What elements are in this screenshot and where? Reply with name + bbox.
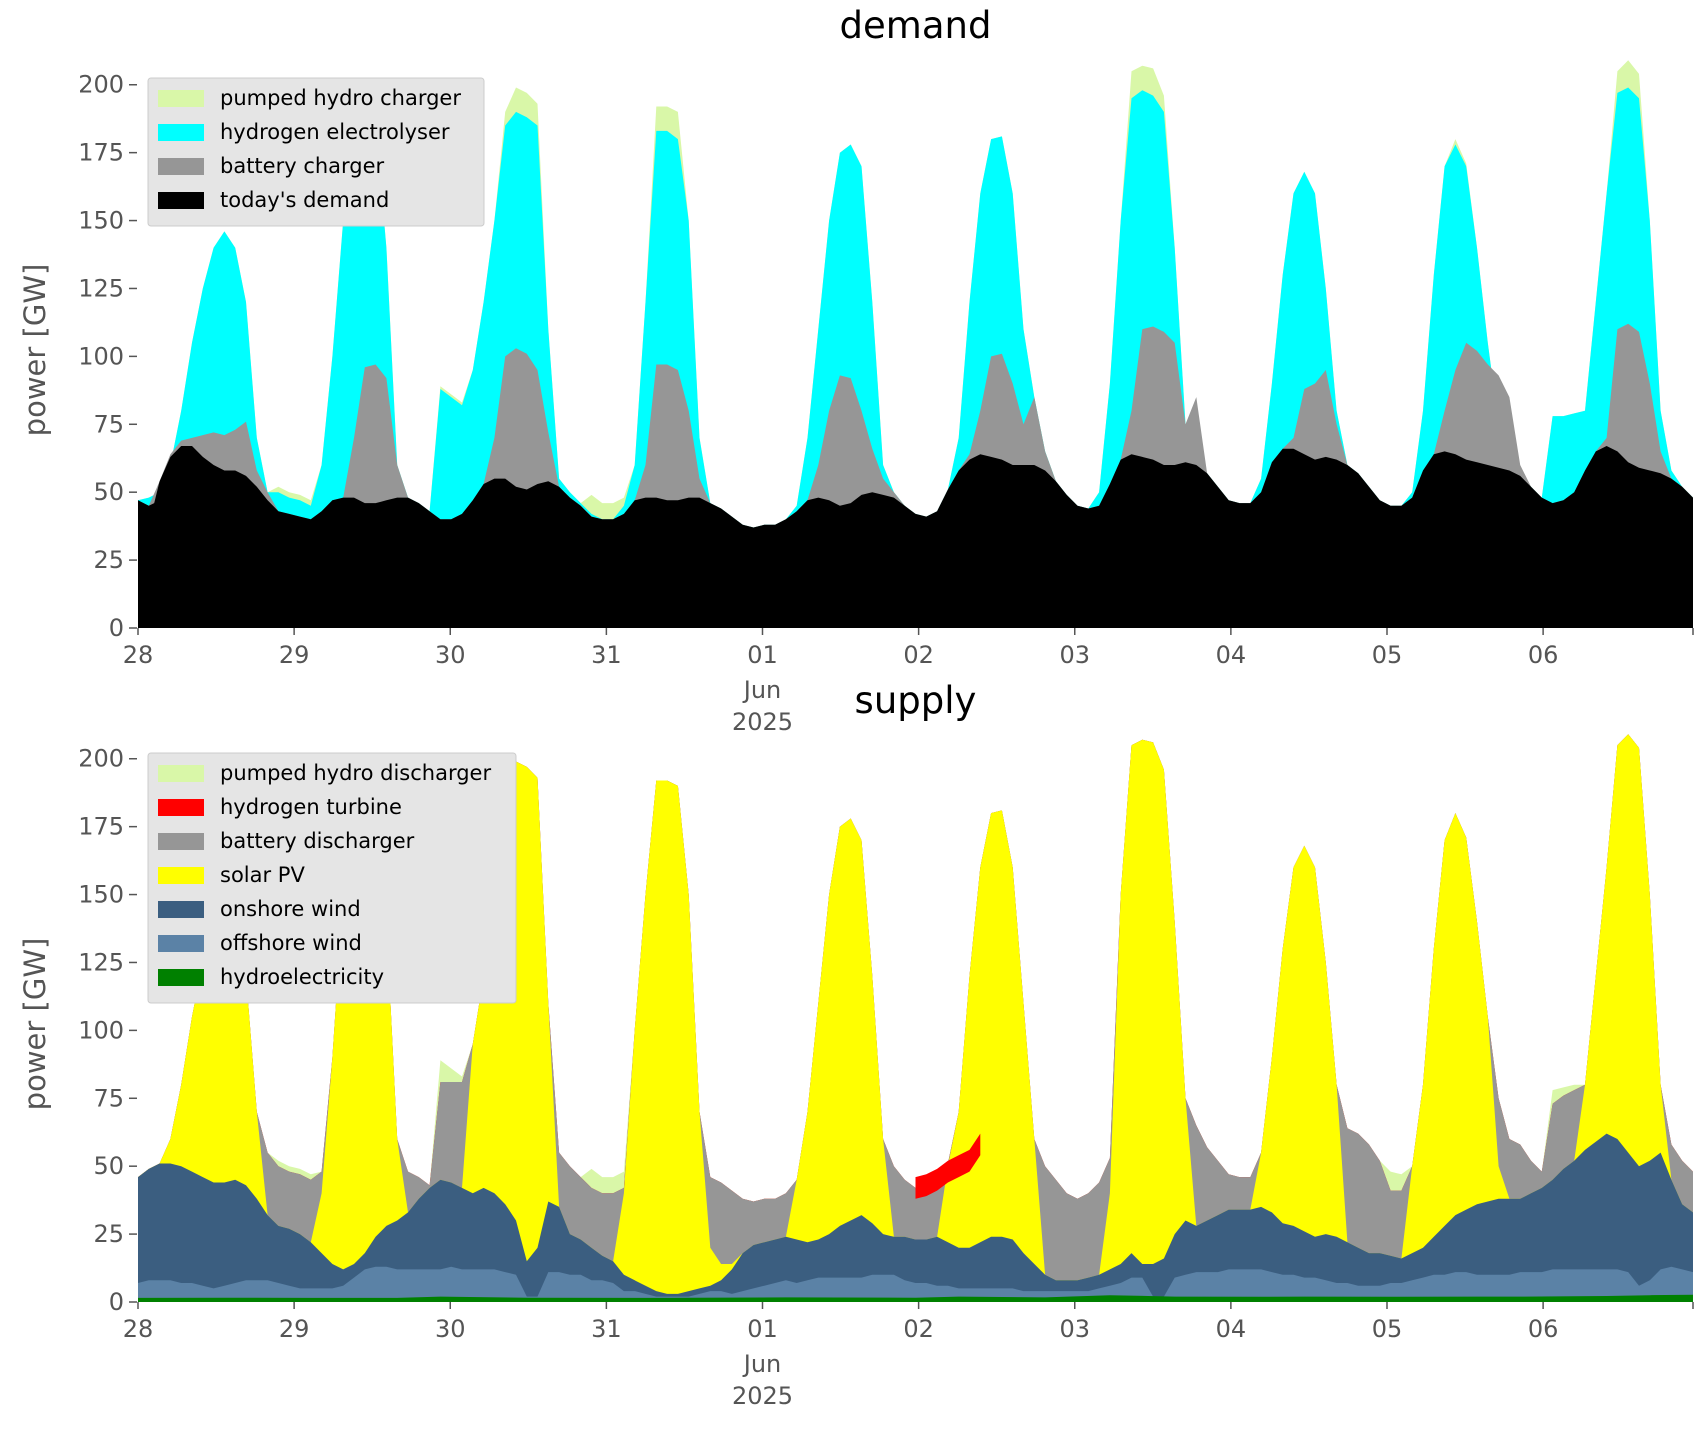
x-tick-label: 05 — [1372, 1315, 1403, 1343]
x-tick-label: 01 — [747, 1315, 778, 1343]
legend-label: hydrogen turbine — [220, 795, 402, 819]
x-tick-label: 03 — [1059, 641, 1090, 669]
legend-swatch — [158, 124, 204, 141]
y-tick-label: 150 — [78, 207, 124, 235]
y-tick-label: 100 — [78, 1016, 124, 1044]
area-onshore-wind — [138, 1133, 1693, 1302]
y-tick-label: 25 — [93, 546, 124, 574]
legend-swatch — [158, 158, 204, 175]
y-tick-label: 75 — [93, 410, 124, 438]
legend-label: solar PV — [220, 863, 305, 887]
legend-swatch — [158, 969, 204, 986]
legend-label: offshore wind — [220, 931, 362, 955]
area-hydroelectricity — [138, 1294, 1693, 1302]
legend-swatch — [158, 833, 204, 850]
x-tick-label: 04 — [1216, 1315, 1247, 1343]
legend-swatch — [158, 901, 204, 918]
x-tick-label: 01 — [747, 641, 778, 669]
y-tick-label: 125 — [78, 948, 124, 976]
chart-title-supply: supply — [855, 679, 977, 722]
x-tick-label: 30 — [435, 641, 466, 669]
legend-label: onshore wind — [220, 897, 361, 921]
legend-swatch — [158, 867, 204, 884]
x-tick-label: 02 — [903, 641, 934, 669]
x-tick-label: 05 — [1372, 641, 1403, 669]
x-tick-label: 02 — [903, 1315, 934, 1343]
x-tick-label: 28 — [123, 641, 154, 669]
y-axis-label: power [GW] — [18, 264, 52, 437]
y-tick-label: 200 — [78, 745, 124, 773]
x-axis: 28 29 30 31 01 Jun 2025 02 03 04 05 06 — [123, 1302, 1694, 1410]
x-tick-label: 30 — [435, 1315, 466, 1343]
x-tick-label: 31 — [591, 1315, 622, 1343]
legend-supply: pumped hydro discharger hydrogen turbine b… — [147, 752, 517, 1004]
legend-label: hydroelectricity — [220, 965, 384, 989]
x-tick-sublabel: 2025 — [732, 708, 793, 736]
y-tick-label: 100 — [78, 342, 124, 370]
legend-box — [147, 77, 485, 227]
x-tick-label: 29 — [279, 1315, 310, 1343]
x-tick-label: 28 — [123, 1315, 154, 1343]
areas-demand — [138, 60, 1693, 629]
x-tick-sublabel: 2025 — [732, 1382, 793, 1410]
x-tick-label: 31 — [591, 641, 622, 669]
y-tick-label: 75 — [93, 1084, 124, 1112]
legend-label: today's demand — [220, 188, 389, 212]
x-tick-label: 29 — [279, 641, 310, 669]
legend-swatch — [158, 90, 204, 107]
x-tick-label: 04 — [1216, 641, 1247, 669]
y-tick-label: 200 — [78, 71, 124, 99]
x-tick-label: 06 — [1528, 1315, 1559, 1343]
y-tick-label: 125 — [78, 274, 124, 302]
y-tick-label: 150 — [78, 881, 124, 909]
area-hydrogen-turbine-band — [915, 1133, 981, 1199]
legend-swatch — [158, 192, 204, 209]
y-tick-label: 175 — [78, 139, 124, 167]
x-tick-label: 03 — [1059, 1315, 1090, 1343]
area-solar-pv — [138, 734, 1693, 1302]
legend-label: hydrogen electrolyser — [220, 120, 450, 144]
legend-label: battery charger — [220, 154, 385, 178]
legend-swatch — [158, 935, 204, 952]
y-tick-label: 25 — [93, 1220, 124, 1248]
area-offshore-wind — [138, 1266, 1693, 1302]
x-tick-sublabel: Jun — [742, 676, 782, 704]
y-tick-label: 0 — [109, 1288, 124, 1316]
y-axis-label: power [GW] — [18, 938, 52, 1111]
chart-title-demand: demand — [840, 4, 992, 47]
legend-swatch — [158, 765, 204, 782]
y-axis: 0 25 50 75 100 125 150 175 200 — [78, 71, 137, 642]
x-axis: 28 29 30 31 01 Jun 2025 02 03 04 05 06 — [123, 628, 1694, 736]
y-tick-label: 50 — [93, 478, 124, 506]
legend-label: pumped hydro discharger — [220, 761, 491, 785]
legend-box — [147, 752, 517, 1004]
y-tick-label: 0 — [109, 614, 124, 642]
legend-swatch — [158, 799, 204, 816]
legend-label: battery discharger — [220, 829, 415, 853]
legend-demand: pumped hydro charger hydrogen electrolyse… — [147, 77, 485, 227]
y-tick-label: 175 — [78, 813, 124, 841]
area-today-s-demand — [138, 446, 1693, 628]
y-tick-label: 50 — [93, 1152, 124, 1180]
x-tick-label: 06 — [1528, 641, 1559, 669]
areas-supply — [138, 734, 1693, 1302]
y-axis: 0 25 50 75 100 125 150 175 200 — [78, 745, 137, 1316]
x-tick-sublabel: Jun — [742, 1350, 782, 1378]
legend-label: pumped hydro charger — [220, 86, 461, 110]
